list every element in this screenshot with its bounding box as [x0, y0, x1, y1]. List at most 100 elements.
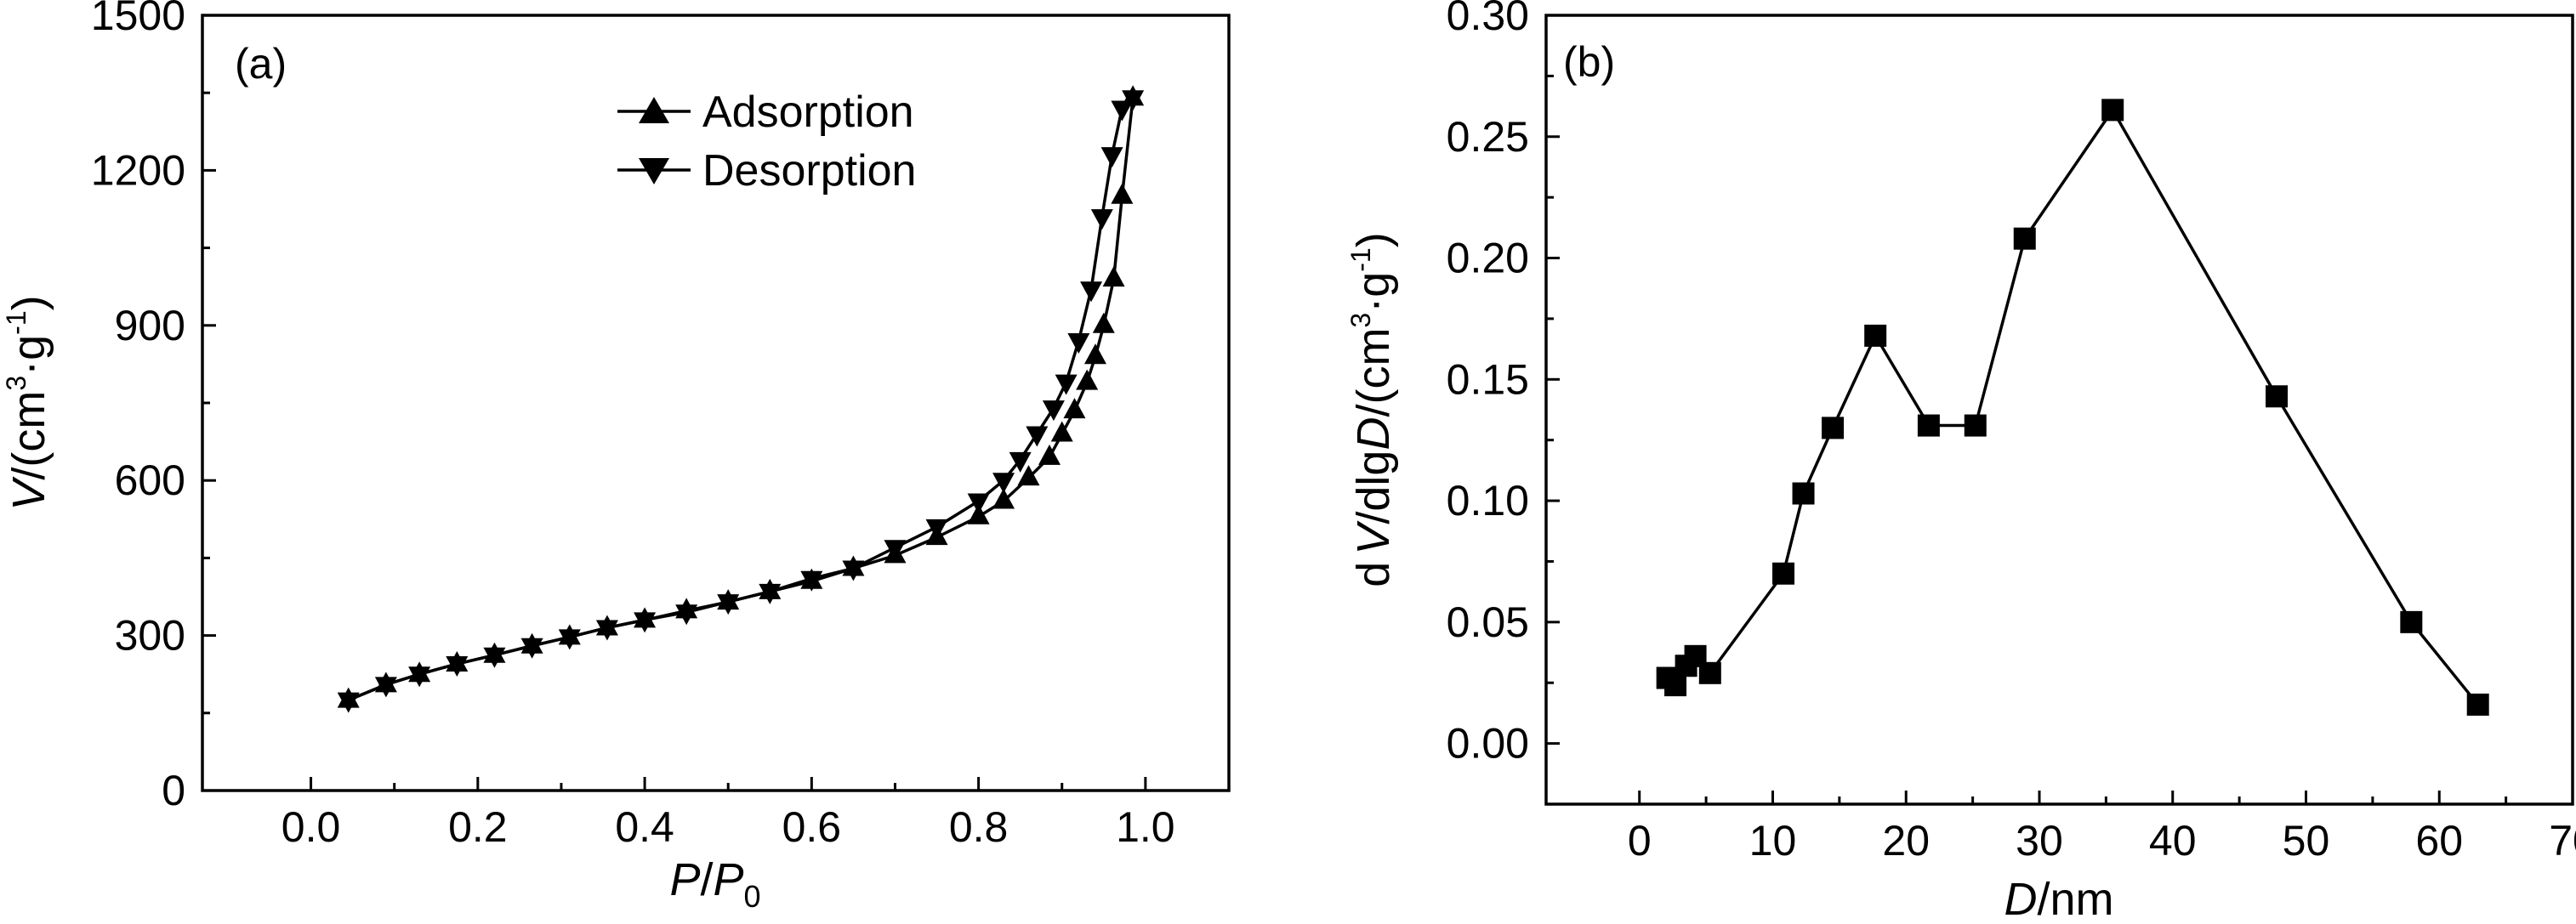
x-tick-label: 0.6 [782, 803, 842, 851]
y-tick-label: 0.10 [1447, 477, 1529, 524]
adsorption-point [1038, 444, 1061, 465]
adsorption-point [1083, 343, 1106, 365]
desorption-point [842, 560, 865, 581]
y-tick-label: 0.30 [1447, 0, 1529, 39]
desorption-point [1026, 426, 1049, 447]
desorption-point [558, 629, 581, 650]
panel-b-frame [1544, 14, 2574, 806]
desorption-point [967, 493, 990, 514]
x-tick-label: 70 [2549, 817, 2576, 864]
data-point [1698, 661, 1721, 684]
x-tick-label: 0.2 [448, 803, 508, 851]
data-point [2013, 227, 2036, 250]
panel-a-x-tick-labels: 0.0 0.2 0.4 0.6 0.8 1.0 [281, 803, 1175, 851]
desorption-point [374, 677, 397, 698]
panel-b-xlabel-unit: /nm [2037, 874, 2113, 924]
panel-a-xlabel-slash: / [700, 854, 713, 905]
panel-b-ylabel-close: ) [1348, 232, 1399, 247]
panel-b-ticks [1546, 14, 2574, 804]
panel-a-ylabel-sup1: 3 [1, 376, 31, 391]
desorption-point [1009, 451, 1032, 473]
x-tick-label: 50 [2283, 817, 2330, 864]
panel-a-xlabel-sub: 0 [744, 879, 761, 914]
panel-a-x-axis-title: P/P0 [669, 854, 760, 914]
data-point [2466, 693, 2489, 716]
panel-b-xlabel-d: D [2004, 874, 2037, 924]
panel-b-y-tick-labels: 0.00 0.05 0.10 0.15 0.20 0.25 0.30 [1447, 0, 1529, 768]
data-point [2101, 99, 2124, 122]
adsorption-point [967, 503, 990, 524]
x-tick-label: 60 [2415, 817, 2463, 864]
x-tick-label: 40 [2149, 817, 2197, 864]
x-tick-label: 0 [1628, 817, 1652, 864]
panel-b-ylabel-sup1: 3 [1345, 313, 1376, 328]
y-tick-label: 1500 [91, 0, 185, 39]
desorption-point [446, 656, 469, 677]
panel-b-ylabel-unit: /(cm [1348, 328, 1399, 417]
adsorption-point [1111, 183, 1134, 204]
panel-a-series-lines [348, 97, 1134, 702]
panel-a-y-tick-labels: 0 300 600 900 1200 1500 [91, 0, 185, 814]
panel-b-ylabel-sup2: -1 [1345, 247, 1376, 271]
series-line-dv-dlgd [1666, 107, 2480, 706]
desorption-point [759, 583, 782, 604]
desorption-point [992, 473, 1015, 494]
desorption-point [1042, 400, 1065, 422]
data-point [1822, 417, 1845, 439]
data-point [2400, 610, 2423, 633]
panel-a-markers [337, 85, 1145, 713]
adsorption-point [1050, 421, 1073, 442]
x-tick-label: 20 [1882, 817, 1930, 864]
legend-adsorption-marker [639, 97, 669, 123]
panel-a-ticks [202, 14, 1147, 792]
adsorption-point [992, 488, 1015, 509]
desorption-point [337, 692, 360, 713]
y-tick-label: 0 [162, 767, 185, 814]
panel-b-ylabel-v: V [1348, 520, 1399, 555]
data-point [1792, 482, 1815, 505]
adsorption-point [1102, 266, 1125, 287]
x-tick-label: 0.4 [615, 803, 674, 851]
y-tick-label: 0.00 [1447, 720, 1529, 768]
legend-desorption-marker [639, 158, 669, 184]
desorption-point [884, 540, 907, 561]
desorption-point [634, 612, 657, 633]
panel-a-legend: Adsorption Desorption [617, 88, 916, 196]
panel-a-ylabel-v: V [3, 476, 54, 511]
y-tick-label: 300 [115, 612, 185, 660]
panel-b-markers [1656, 99, 2489, 716]
panel-a-ylabel-sup2: -1 [1, 310, 31, 334]
panel-b-ylabel-d2: D [1348, 417, 1399, 451]
y-tick-label: 0.05 [1447, 598, 1529, 646]
desorption-point [925, 519, 948, 540]
data-point [1664, 674, 1687, 697]
desorption-point [1080, 281, 1103, 303]
y-tick-label: 0.20 [1447, 235, 1529, 282]
desorption-point [1111, 100, 1134, 122]
x-tick-label: 1.0 [1116, 803, 1175, 851]
panel-b-ylabel-d: d [1348, 562, 1399, 587]
panel-b-x-tick-labels: 0 10 20 30 40 50 60 70 [1628, 817, 2576, 864]
data-point [2266, 385, 2289, 408]
data-point [1772, 562, 1795, 585]
desorption-point [1055, 374, 1078, 395]
panel-b-x-axis-title: D/nm [2004, 874, 2113, 924]
panel-a-ylabel-unit: /(cm [3, 391, 54, 480]
y-tick-label: 1200 [91, 146, 185, 194]
legend-desorption-label: Desorption [702, 146, 916, 196]
y-tick-label: 900 [115, 302, 185, 349]
y-tick-label: 600 [115, 456, 185, 504]
panel-b: 0 10 20 30 40 50 60 70 0.00 0.05 0.10 0.15 0.20 0.25… [1345, 0, 2576, 924]
panel-a-y-axis-title: V/(cm3·g-1) [1, 295, 54, 510]
panel-a: 0.0 0.2 0.4 0.6 0.8 1.0 0 300 600 900 1200 1500 (a… [1, 0, 1231, 914]
panel-b-ylabel-dlg: /dlg [1348, 451, 1399, 524]
x-tick-label: 30 [2016, 817, 2063, 864]
panel-a-ylabel-close: ) [3, 295, 54, 310]
data-point [1917, 414, 1940, 437]
series-line-desorption [348, 97, 1134, 702]
desorption-point [408, 666, 431, 688]
panel-a-ylabel-g: ·g [3, 335, 54, 376]
x-tick-label: 10 [1749, 817, 1797, 864]
x-tick-label: 0.8 [949, 803, 1009, 851]
